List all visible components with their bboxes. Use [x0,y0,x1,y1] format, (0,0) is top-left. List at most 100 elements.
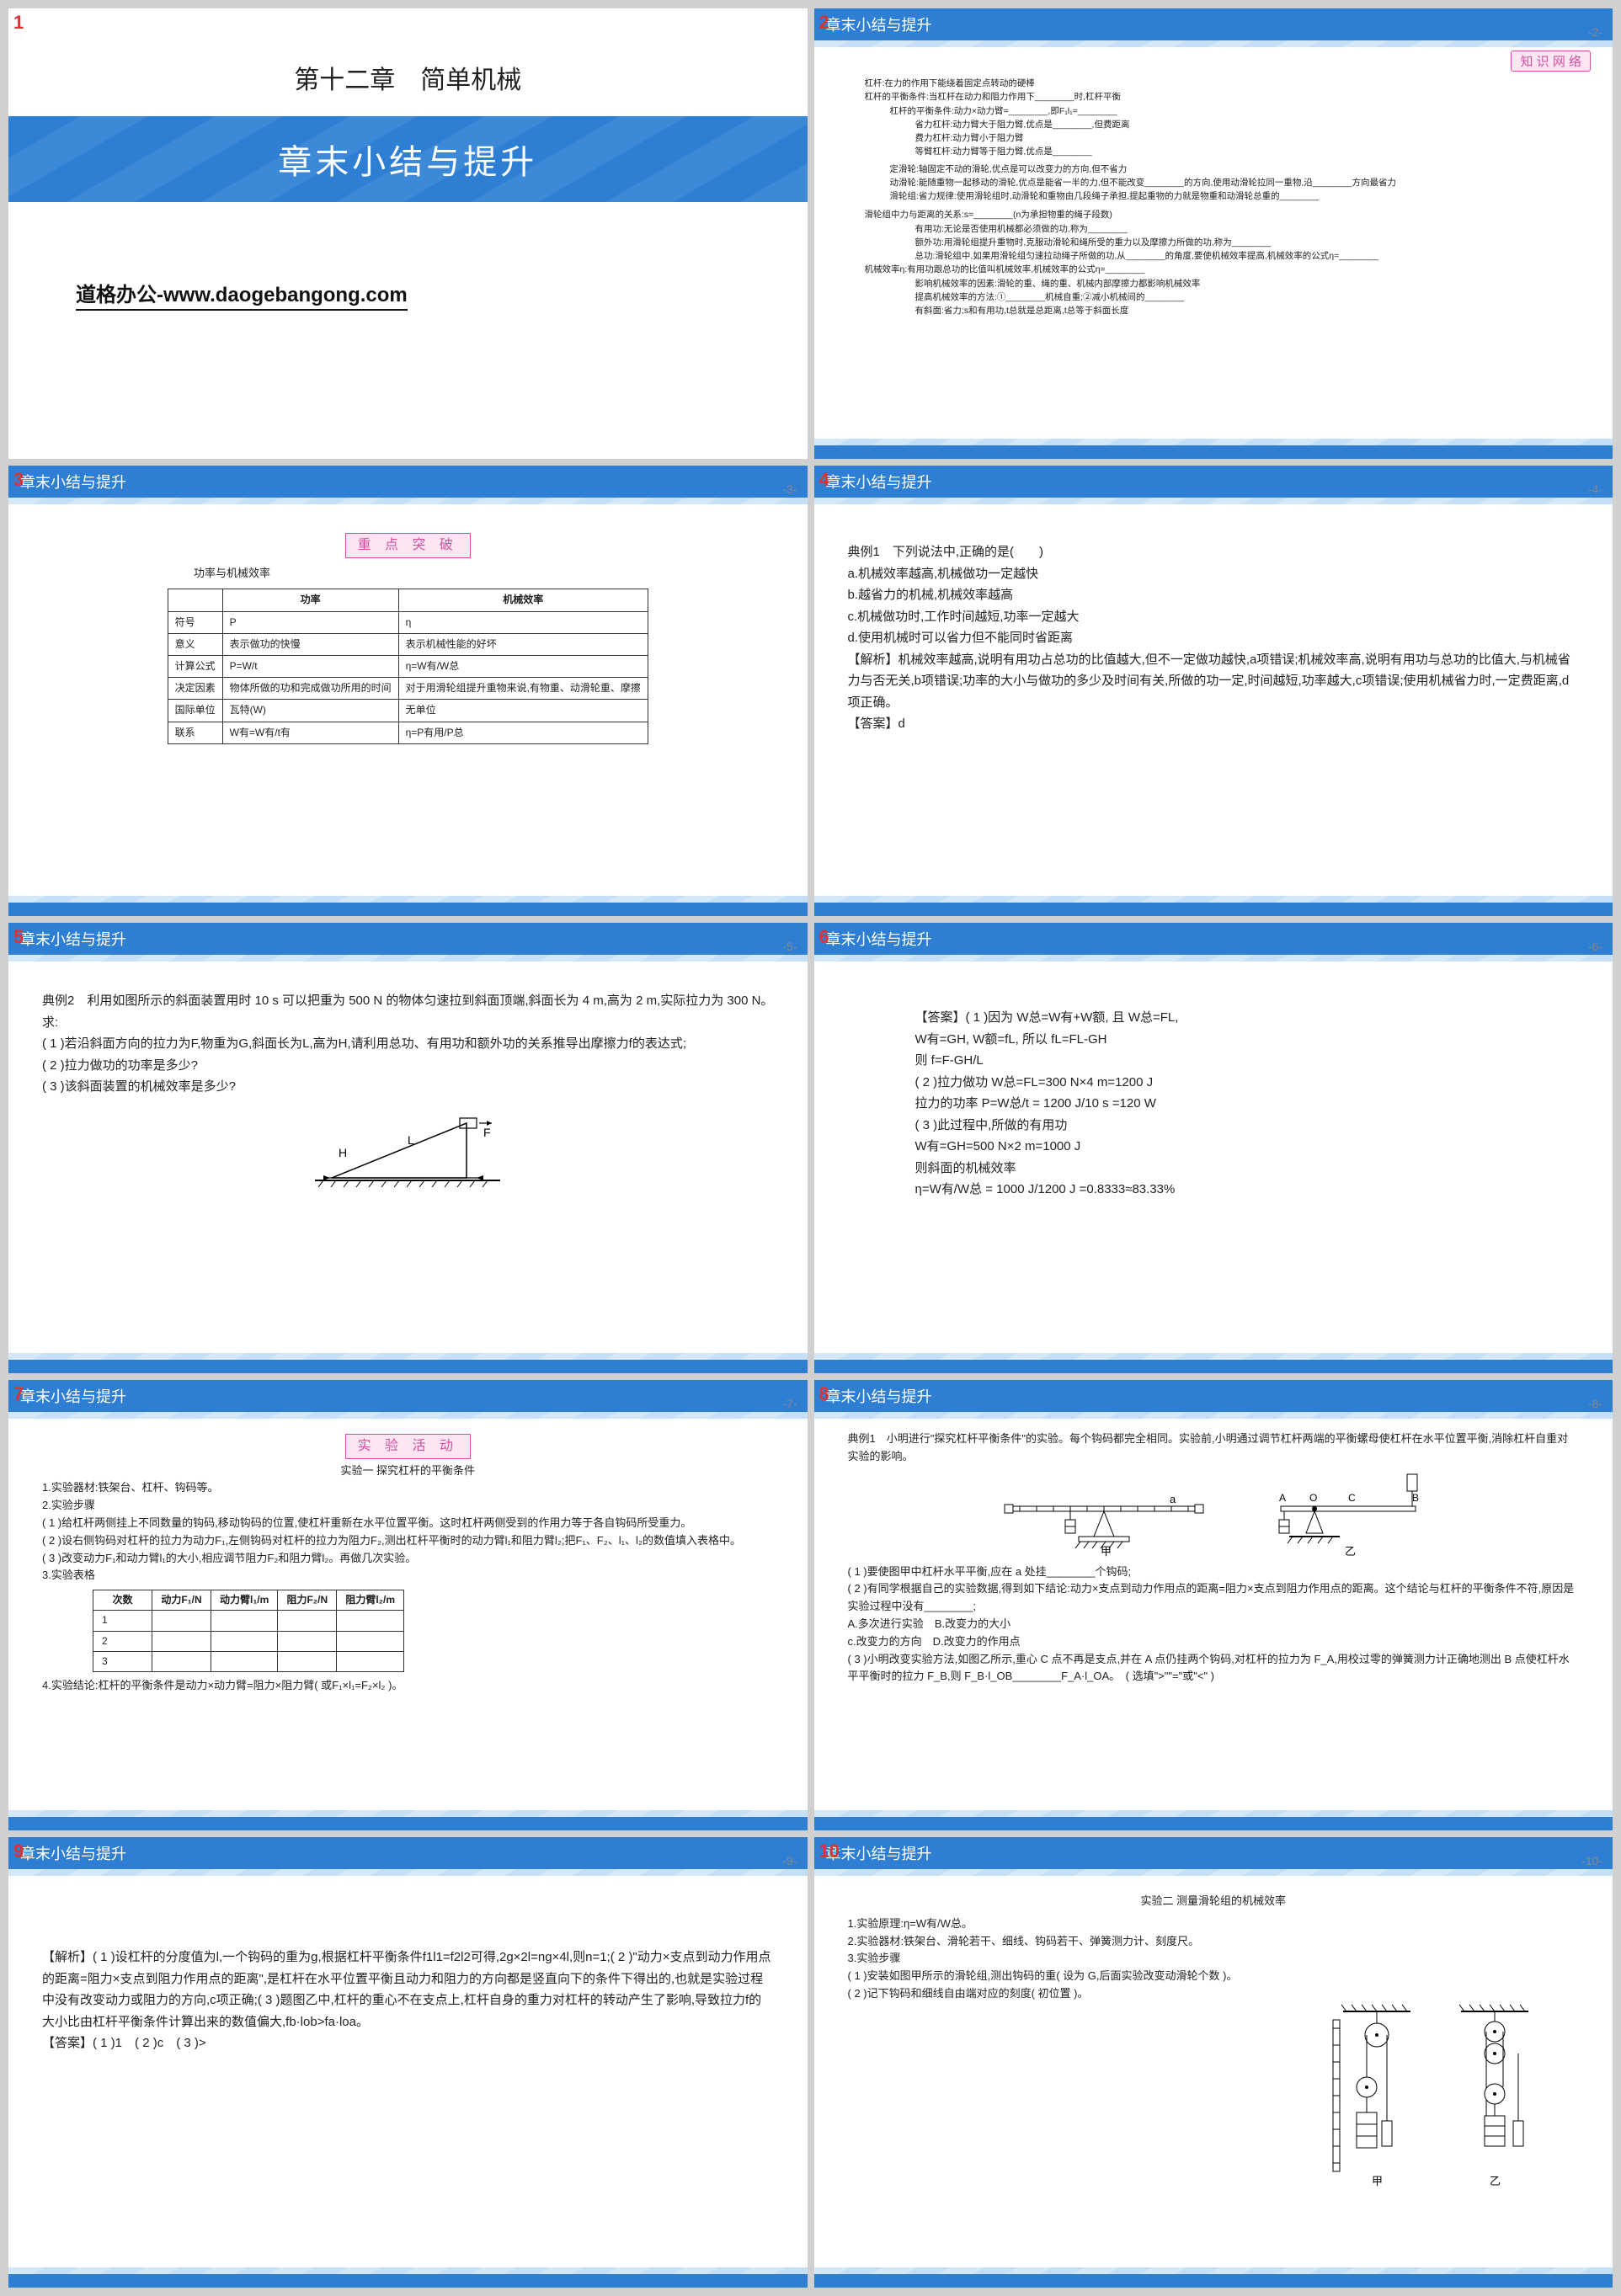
slide-content: 典例1 下列说法中,正确的是( ) a.机械效率越高,机械做功一定越快 b.越省… [814,504,1613,747]
answer-label: 【答案】 [915,1010,966,1025]
page-number: -10- [1581,1854,1602,1867]
option-b: B.改变力的大小 [935,1617,1010,1630]
option-a: A.多次进行实验 [848,1617,924,1630]
page-number: -9- [782,1854,797,1867]
option-d: D.改变力的作用点 [933,1635,1021,1648]
site-watermark: 道格办公-www.daogebangong.com [76,278,408,311]
slide-content: 【解析】( 1 )设杠杆的分度值为l,一个钩码的重为g,根据杠杆平衡条件f1l1… [8,1876,808,2066]
tree-line: 有用功:无论是否使用机械都必须做的功,称为________ [915,222,1600,236]
slide-grid: 1 第十二章 简单机械 章末小结与提升 道格办公-www.daogebangon… [8,8,1613,2288]
example-title: 典例2 利用如图所示的斜面装置用时 10 s 可以把重为 500 N 的物体匀速… [42,990,774,1033]
slide-3: 3 章末小结与提升 -3- 重 点 突 破 功率与机械效率 功率机械效率 符号P… [8,466,808,916]
slide-content: 典例1 小明进行"探究杠杆平衡条件"的实验。每个钩码都完全相同。实验前,小明通过… [814,1419,1613,1697]
slide-9: 9 章末小结与提升 -9- 【解析】( 1 )设杠杆的分度值为l,一个钩码的重为… [8,1837,808,2288]
tree-line: 定滑轮:轴固定不动的滑轮,优点是可以改变力的方向,但不省力 [890,162,1600,176]
slide-4: 4 章末小结与提升 -4- 典例1 下列说法中,正确的是( ) a.机械效率越高… [814,466,1613,916]
slide-header: 章末小结与提升 [8,1837,808,1869]
slide-header: 章末小结与提升 [8,923,808,955]
exp-line: 2.实验器材:铁架台、滑轮若干、细线、钩码若干、弹簧测力计、刻度尺。 [848,1933,1580,1951]
page-number: -5- [782,940,797,953]
page-number: -6- [1588,940,1602,953]
question-3: ( 3 )小明改变实验方法,如图乙所示,重心 C 点不再是支点,并在 A 点仍挂… [848,1651,1580,1686]
knowledge-tree: 杠杆:在力的作用下能绕着固定点转动的硬棒 杠杆的平衡条件:当杠杆在动力和阻力作用… [814,72,1613,318]
svg-text:乙: 乙 [1345,1545,1356,1557]
svg-text:L: L [408,1133,414,1147]
pulley-figures: 甲 乙 [848,2003,1546,2188]
figure-yi: 乙 [1444,2003,1545,2188]
svg-text:H: H [339,1146,347,1159]
slide-number: 5 [13,926,24,948]
slide-number: 2 [819,12,829,34]
slide-number: 3 [13,469,24,491]
exp-line: ( 3 )改变动力F₁和动力臂l₁的大小,相应调节阻力F₂和阻力臂l₂。再做几次… [42,1550,774,1568]
option-a: a.机械效率越高,机械做功一定越快 [848,563,1580,585]
question-3: ( 3 )该斜面装置的机械效率是多少? [42,1076,774,1098]
option-c: c.机械做功时,工作时间越短,功率一定越大 [848,606,1580,628]
exp-line: 1.实验原理:η=W有/W总。 [848,1915,1580,1933]
slide-6: 6 章末小结与提升 -6- 【答案】( 1 )因为 W总=W有+W额, 且 W总… [814,923,1613,1373]
comparison-table: 功率机械效率 符号Pη 意义表示做功的快慢表示机械性能的好坏 计算公式P=W/t… [168,589,648,743]
page-number: -8- [1588,1397,1602,1410]
tree-line: 杠杆:在力的作用下能绕着固定点转动的硬棒 [865,77,1600,90]
figure-jia: a 甲 [994,1473,1213,1557]
svg-text:O: O [1309,1492,1317,1504]
slide-10: 10 章末小结与提升 -10- 实验二 测量滑轮组的机械效率 1.实验原理:η=… [814,1837,1613,2288]
subtitle: 功率与机械效率 [194,565,774,583]
slide-2: 2 章末小结与提升 -2- 知 识 网 络 杠杆:在力的作用下能绕着固定点转动的… [814,8,1613,459]
exp-line: ( 1 )安装如图甲所示的滑轮组,测出钩码的重( 设为 G,后面实验改变动滑轮个… [848,1968,1580,1985]
question-1: ( 1 )要使图甲中杠杆水平平衡,应在 a 处挂________个钩码; [848,1564,1580,1581]
sol-line: ( 1 )因为 W总=W有+W额, 且 W总=FL, [966,1010,1179,1025]
tree-line: 省力杠杆:动力臂大于阻力臂,优点是________,但费距离 [915,118,1600,131]
slide-header: 章末小结与提升 [8,466,808,498]
tree-line: 动滑轮:能随重物一起移动的滑轮,优点是能省一半的力,但不能改变________的… [890,176,1600,189]
page-number: -3- [782,482,797,496]
analysis-text: ( 1 )设杠杆的分度值为l,一个钩码的重为g,根据杠杆平衡条件f1l1=f2l… [42,1950,771,2029]
sol-line: W有=GH=500 N×2 m=1000 J [915,1136,1580,1158]
question-2: ( 2 )有同学根据自己的实验数据,得到如下结论:动力×支点到动力作用点的距离=… [848,1580,1580,1616]
option-d: d.使用机械时可以省力但不能同时省距离 [848,627,1580,649]
analysis-label: 【解析】 [848,653,898,667]
slide-header: 章末小结与提升 [814,466,1613,498]
exp-line: ( 1 )给杠杆两侧挂上不同数量的钩码,移动钩码的位置,使杠杆重新在水平位置平衡… [42,1515,774,1532]
slide-content: 【答案】( 1 )因为 W总=W有+W额, 且 W总=FL, W有=GH, W额… [814,962,1613,1212]
sol-line: 则 f=F-GH/L [915,1050,1580,1072]
answer-label: 【答案】 [848,717,898,731]
slide-number: 8 [819,1383,829,1405]
analysis-label: 【解析】 [42,1950,93,1964]
analysis-text: 机械效率越高,说明有用功占总功的比值越大,但不一定做功越快,a项错误;机械效率高… [848,653,1570,710]
slide-content: 重 点 突 破 功率与机械效率 功率机械效率 符号Pη 意义表示做功的快慢表示机… [8,504,808,763]
tree-line: 影响机械效率的因素:滑轮的重、绳的重、机械内部摩擦力都影响机械效率 [915,277,1600,290]
key-points-badge: 重 点 突 破 [345,533,471,558]
knowledge-network-badge: 知 识 网 络 [1511,51,1591,72]
slide-number: 7 [13,1383,24,1405]
svg-text:B: B [1412,1492,1419,1504]
answer-text: d [898,717,905,731]
question-1: ( 1 )若沿斜面方向的拉力为F,物重为G,斜面长为L,高为H,请利用总功、有用… [42,1033,774,1055]
slide-number: 4 [819,469,829,491]
svg-text:甲: 甲 [1101,1545,1112,1557]
tree-line: 杠杆的平衡条件:当杠杆在动力和阻力作用下________时,杠杆平衡 [865,90,1600,104]
experiment-badge: 实 验 活 动 [345,1434,471,1459]
example-title: 典例1 小明进行"探究杠杆平衡条件"的实验。每个钩码都完全相同。实验前,小明通过… [848,1430,1580,1466]
svg-text:C: C [1348,1492,1356,1504]
slide-number: 6 [819,926,829,948]
chapter-title: 第十二章 简单机械 [8,59,808,96]
example-title: 典例1 下列说法中,正确的是( ) [848,541,1580,563]
exp-line: ( 2 )记下钩码和细线自由端对应的刻度( 初位置 )。 [848,1985,1580,2003]
tree-line: 滑轮组中力与距离的关系:s=________(n为承担物重的绳子段数) [865,208,1600,221]
exp-line: 3.实验表格 [42,1567,774,1585]
tree-line: 提高机械效率的方法:①________机械自重;②减小机械间的________ [915,290,1600,304]
tree-line: 有斜面:省力;s和有用功,t总就是总距离,t总等于斜面长度 [915,304,1600,317]
slide-number: 9 [13,1841,24,1862]
tree-line: 总功:滑轮组中,如果用滑轮组匀速拉动绳子所做的功,从________的角度,要使… [915,249,1600,263]
page-number: -7- [782,1397,797,1410]
tree-line: 等臂杠杆:动力臂等于阻力臂,优点是________ [915,145,1600,158]
tree-line: 费力杠杆:动力臂小于阻力臂 [915,131,1600,145]
sol-line: ( 2 )拉力做功 W总=FL=300 N×4 m=1200 J [915,1072,1580,1094]
exp-line: 1.实验器材:铁架台、杠杆、钩码等。 [42,1479,774,1497]
page-number: -4- [1588,482,1602,496]
slide-header: 章末小结与提升 [814,1837,1613,1869]
slide-7: 7 章末小结与提升 -7- 实 验 活 动 实验一 探究杠杆的平衡条件 1.实验… [8,1380,808,1830]
slide-header: 章末小结与提升 [8,1380,808,1412]
figure-jia: 甲 [1326,2003,1427,2188]
